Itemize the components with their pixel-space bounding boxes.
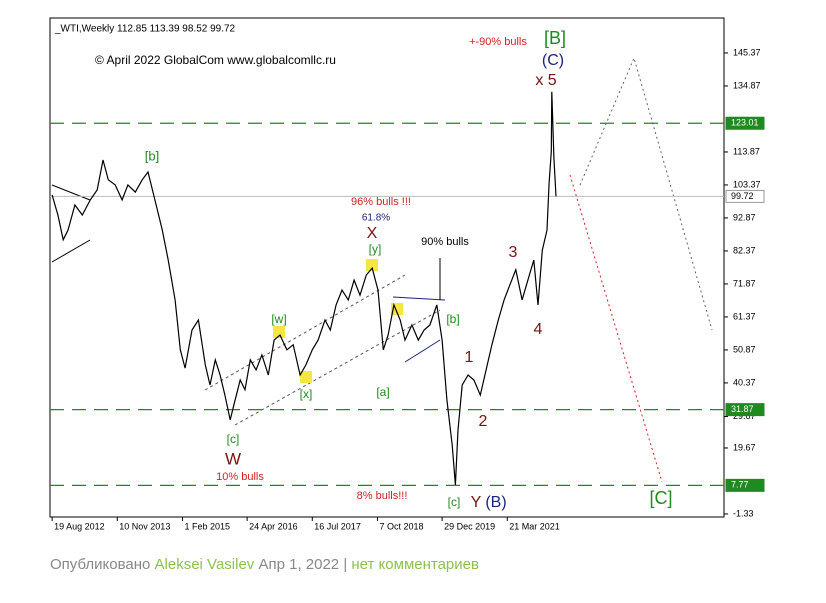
x-tick-label: 21 Mar 2021 xyxy=(509,521,560,531)
annotation: (B) xyxy=(485,494,506,511)
annotation: [a] xyxy=(376,385,389,399)
annotation: 10% bulls xyxy=(216,471,264,483)
author[interactable]: Aleksei Vasilev xyxy=(154,556,255,573)
annotation: [b] xyxy=(446,312,459,326)
level-box xyxy=(725,189,765,203)
level-box xyxy=(725,116,765,130)
x-tick-label: 16 Jul 2017 xyxy=(314,521,361,531)
annotation: 61.8% xyxy=(362,213,390,224)
annotation: 8% bulls!!! xyxy=(357,490,408,502)
y-tick-label: 145.37 xyxy=(733,47,761,57)
annotation: Y xyxy=(471,494,482,511)
y-tick-label: 113.87 xyxy=(733,146,760,156)
annotation: [c] xyxy=(227,432,240,446)
annotation: [c] xyxy=(448,495,461,509)
header: _WTI,Weekly 112.85 113.39 98.52 99.72 xyxy=(54,24,236,35)
level-label: 7.77 xyxy=(731,480,749,490)
level-box xyxy=(725,403,765,417)
annotation: 2 xyxy=(479,413,488,430)
level-label: 31.87 xyxy=(731,404,754,414)
chart: _WTI,Weekly 112.85 113.39 98.52 99.72 © … xyxy=(49,17,765,531)
annotation: 1 xyxy=(465,349,474,366)
annotation: 3 xyxy=(509,244,518,261)
annotation: 90% bulls xyxy=(421,236,469,248)
y-tick-label: 61.37 xyxy=(733,311,756,321)
annotation: x 5 xyxy=(535,72,556,89)
annotation: (C) xyxy=(542,52,564,69)
y-tick-label: 103.37 xyxy=(733,179,761,189)
comments-link[interactable]: нет комментариев xyxy=(351,556,479,573)
x-tick-label: 24 Apr 2016 xyxy=(249,521,298,531)
annotation: 96% bulls !!! xyxy=(351,196,411,208)
copyright: © April 2022 GlobalCom www.globalcomllc.… xyxy=(95,53,336,67)
annotation: +-90% bulls xyxy=(469,36,527,48)
annotation: W xyxy=(225,449,241,468)
annotation: [w] xyxy=(271,312,286,326)
x-tick-label: 7 Oct 2018 xyxy=(379,521,423,531)
y-tick-label: -1.33 xyxy=(733,508,754,518)
annotation: [B] xyxy=(544,28,566,48)
y-tick-label: 92.87 xyxy=(733,212,756,222)
x-tick-label: 19 Aug 2012 xyxy=(54,521,105,531)
y-tick-label: 134.87 xyxy=(733,80,761,90)
x-tick-label: 29 Dec 2019 xyxy=(444,521,495,531)
plot-frame xyxy=(49,17,725,518)
level-label: 123.01 xyxy=(731,118,759,128)
annotation: [y] xyxy=(369,242,382,256)
level-label: 99.72 xyxy=(731,191,754,201)
footer: Опубликовано Aleksei Vasilev Апр 1, 2022… xyxy=(50,556,479,573)
level-box xyxy=(725,478,765,492)
annotation: [x] xyxy=(300,387,313,401)
y-tick-label: 50.87 xyxy=(733,344,756,354)
price-line xyxy=(51,91,557,485)
footer-prefix: Опубликовано xyxy=(50,556,155,573)
x-tick-label: 10 Nov 2013 xyxy=(119,521,170,531)
annotation: X xyxy=(367,225,378,242)
y-tick-label: 82.37 xyxy=(733,245,756,255)
annotation: [b] xyxy=(145,148,159,163)
x-tick-label: 1 Feb 2015 xyxy=(184,521,230,531)
drawings xyxy=(51,56,713,483)
annotation: 4 xyxy=(534,321,543,338)
annotation: [C] xyxy=(649,488,672,508)
y-tick-label: 19.67 xyxy=(733,442,756,452)
y-tick-label: 71.87 xyxy=(733,278,756,288)
y-tick-label: 40.37 xyxy=(733,377,756,387)
footer-date: Апр 1, 2022 | xyxy=(254,556,352,573)
